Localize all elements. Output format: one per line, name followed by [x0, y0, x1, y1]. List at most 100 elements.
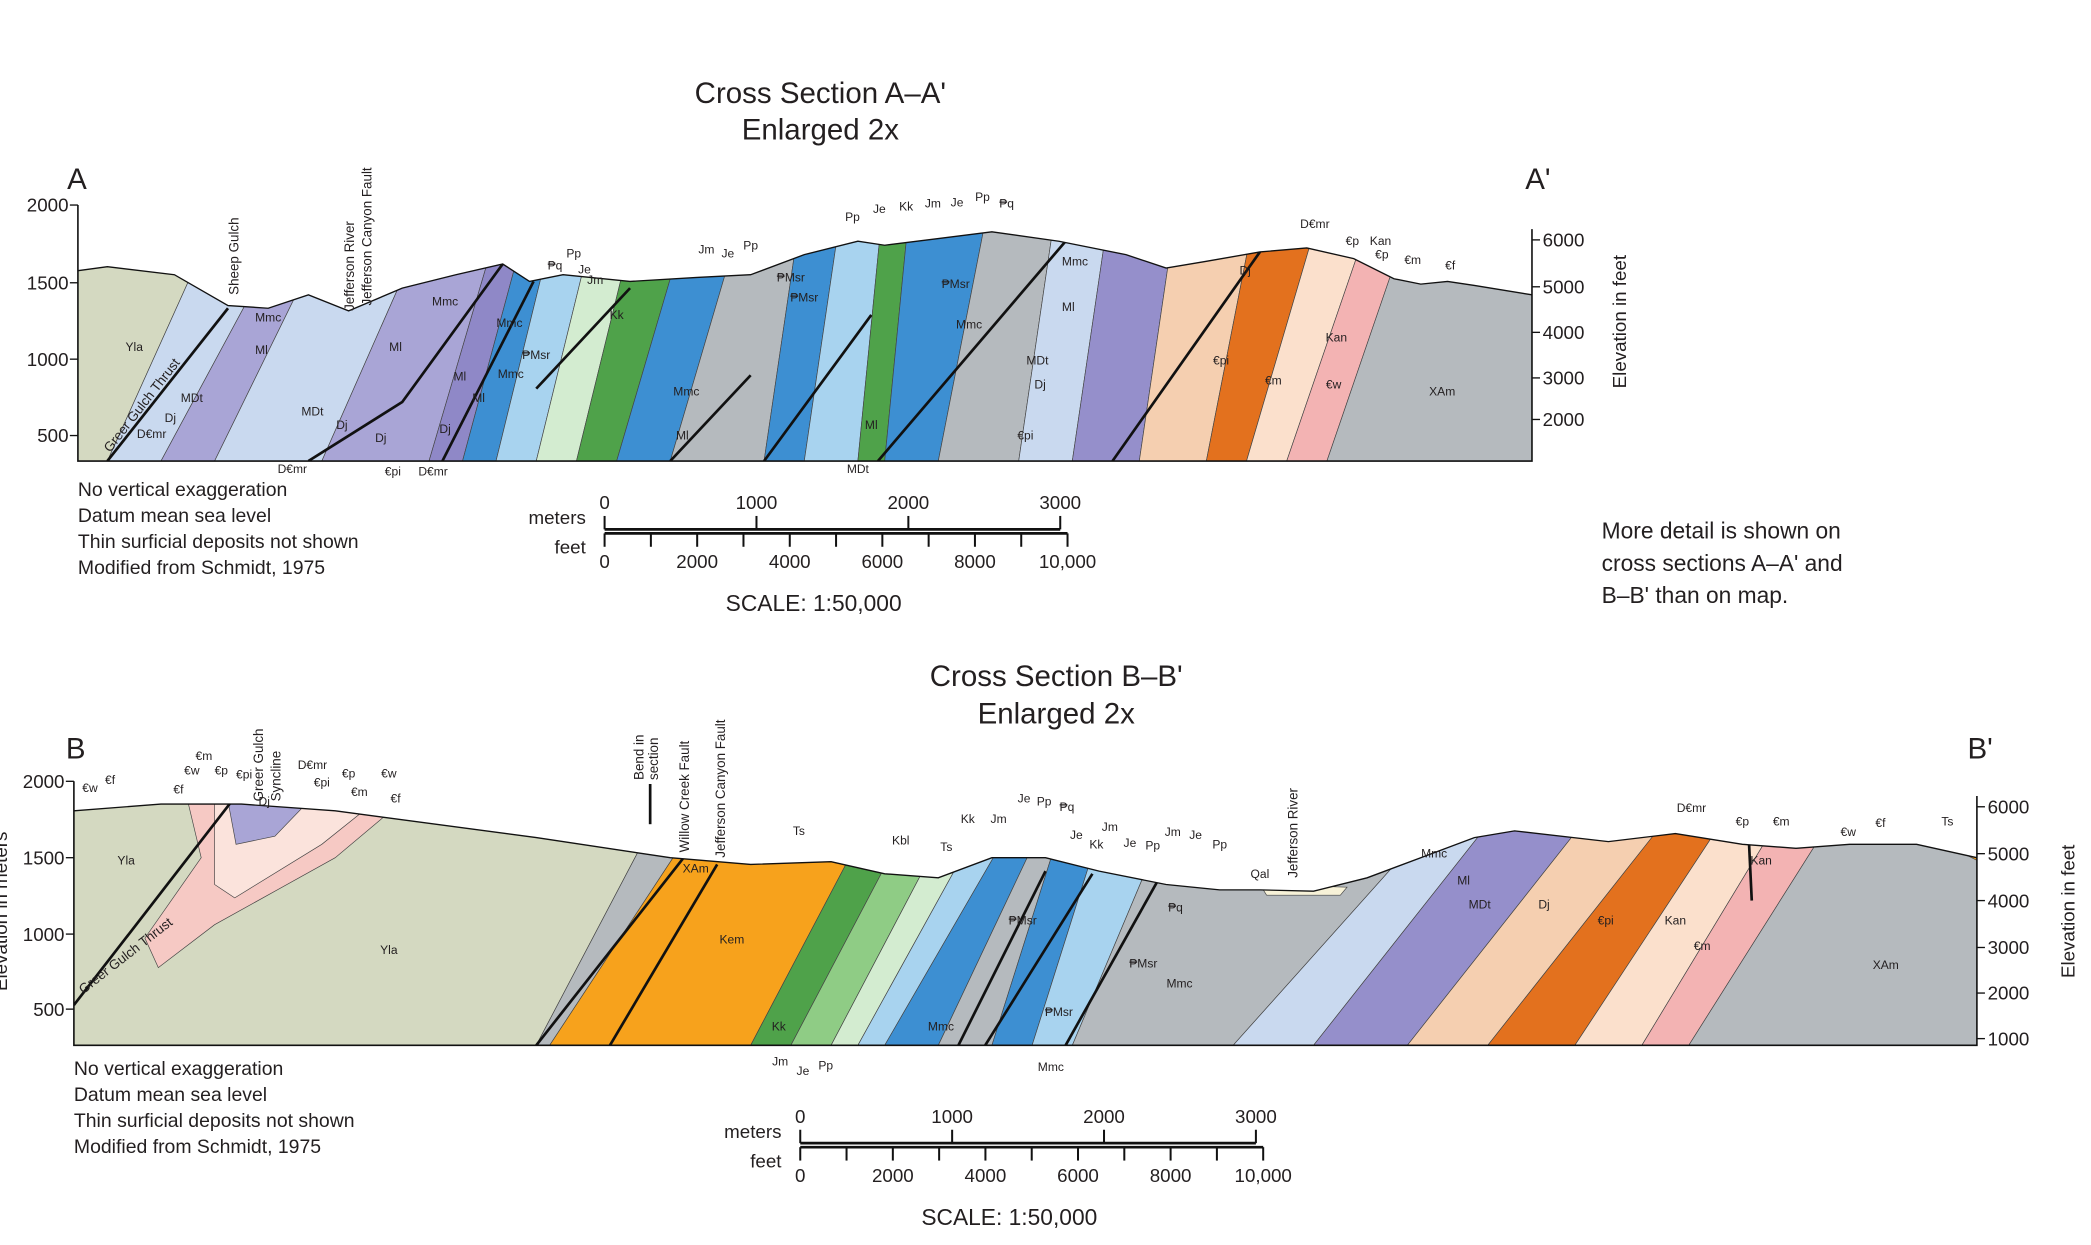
unit-label: €p — [342, 766, 356, 780]
unit-label: ₱q — [1168, 900, 1183, 914]
unit-label: Mmc — [956, 317, 982, 331]
axis-title: Elevation in meters — [0, 832, 11, 991]
unit-label: Mmc — [1166, 977, 1192, 991]
unit-label: €w — [82, 781, 98, 795]
scale-label: 1000 — [736, 492, 778, 513]
scale-label: 3000 — [1235, 1106, 1277, 1127]
scale-label: 2000 — [887, 492, 929, 513]
axis-tick-label: 500 — [37, 425, 68, 446]
unit-label: Kbl — [892, 833, 909, 847]
unit-label: Je — [1070, 828, 1083, 842]
unit-label: €m — [1694, 939, 1711, 953]
unit-label: €m — [1404, 253, 1421, 267]
unit-label: €pi — [385, 465, 401, 479]
unit-label: €m — [196, 749, 213, 763]
unit-label: €f — [1875, 816, 1886, 830]
unit-label: Qal — [1251, 867, 1270, 881]
scale-unit: meters — [724, 1121, 781, 1142]
unit-label: Mmc — [1038, 1060, 1064, 1074]
unit-label: €pi — [236, 768, 252, 782]
unit-label: ₱Msr — [522, 348, 550, 362]
unit-label: Pp — [1212, 837, 1227, 851]
note: Thin surficial deposits not shown — [78, 531, 359, 553]
axis-tick-label: 4000 — [1988, 890, 2030, 911]
unit-label: ₱q — [548, 258, 563, 272]
unit-label: ₱Msr — [1129, 957, 1157, 971]
unit-label: Dj — [336, 418, 347, 432]
scale-label: 2000 — [676, 551, 718, 572]
unit-label: €f — [1445, 258, 1456, 272]
scale-label: 0 — [599, 492, 609, 513]
unit-label: MDt — [301, 404, 324, 418]
note: No vertical exaggeration — [78, 479, 287, 501]
axis-tick-label: 3000 — [1543, 368, 1585, 389]
unit-label: €w — [184, 764, 200, 778]
feature-label: section — [646, 738, 661, 780]
unit-label: Ml — [1062, 300, 1075, 314]
unit-label: Dj — [1034, 378, 1045, 392]
axis-tick-label: 1000 — [27, 349, 69, 370]
axis-tick-label: 5000 — [1988, 843, 2030, 864]
unit-label: Kem — [720, 932, 745, 946]
unit-label: Kk — [961, 812, 976, 826]
unit-label: Kan — [1326, 331, 1347, 345]
scale-label: 10,000 — [1235, 1165, 1292, 1186]
axis-title: Elevation in feet — [2058, 844, 2079, 978]
axis-tick-label: 2000 — [23, 771, 65, 792]
unit-label: XAm — [1429, 384, 1455, 398]
unit-label: Jm — [1102, 820, 1118, 834]
unit-label: Jm — [772, 1054, 788, 1068]
scale-label: 2000 — [872, 1165, 914, 1186]
unit-label: Jm — [991, 812, 1007, 826]
unit-label: €m — [351, 785, 368, 799]
unit-label: €w — [381, 766, 397, 780]
unit-label: Mmc — [496, 316, 522, 330]
scale-unit: feet — [555, 536, 587, 557]
unit-label: €pi — [1213, 354, 1229, 368]
unit-label: ₱q — [1060, 800, 1075, 814]
unit-label: D€mr — [418, 465, 447, 479]
unit-label: Pp — [845, 210, 860, 224]
unit-label: €m — [1265, 374, 1282, 388]
unit-label: €pi — [314, 776, 330, 790]
feature-label: Bend in — [631, 735, 646, 780]
unit-label: D€mr — [1300, 217, 1329, 231]
unit-label: Je — [797, 1064, 810, 1078]
unit-label: €m — [1773, 815, 1790, 829]
unit-label: Dj — [1239, 264, 1250, 278]
scale-label: 4000 — [769, 551, 811, 572]
cross-sections: Cross Section A–A'Enlarged 2xAA'20001500… — [0, 0, 2091, 1245]
axis-tick-label: 1500 — [23, 847, 65, 868]
feature-label: Syncline — [268, 751, 283, 802]
scale-label: 0 — [795, 1165, 805, 1186]
unit-label: Kk — [1089, 837, 1104, 851]
axis-tick-label: 1000 — [23, 924, 65, 945]
scale-label: 6000 — [861, 551, 903, 572]
unit-label: Dj — [165, 411, 176, 425]
unit-label: Mmc — [673, 384, 699, 398]
axis-tick-label: 1000 — [1988, 1028, 2030, 1049]
scale-label: 0 — [795, 1106, 805, 1127]
note: Datum mean sea level — [74, 1084, 267, 1106]
scale-label: 8000 — [954, 551, 996, 572]
unit-label: Je — [873, 202, 886, 216]
unit-label: Dj — [375, 431, 386, 445]
unit-label: Ts — [1941, 815, 1953, 829]
unit-label: Ml — [389, 340, 402, 354]
note: Thin surficial deposits not shown — [74, 1110, 355, 1132]
unit-label: Pp — [743, 238, 758, 252]
axis-tick-label: 5000 — [1543, 276, 1585, 297]
section-end: B — [66, 733, 86, 766]
unit-label: Je — [1124, 836, 1137, 850]
axis-tick-label: 1500 — [27, 272, 69, 293]
unit-label: ₱q — [999, 197, 1014, 211]
unit-label: MDt — [847, 462, 870, 476]
unit-label: MDt — [181, 391, 204, 405]
feature-label: Jefferson Canyon Fault — [359, 167, 374, 305]
unit-label: Pp — [1037, 794, 1052, 808]
unit-label: €p — [1346, 234, 1360, 248]
axis-tick-label: 2000 — [1543, 409, 1585, 430]
scale-label: 2000 — [1083, 1106, 1125, 1127]
unit-label: Jm — [1165, 825, 1181, 839]
section-subtitle: Enlarged 2x — [978, 698, 1136, 731]
